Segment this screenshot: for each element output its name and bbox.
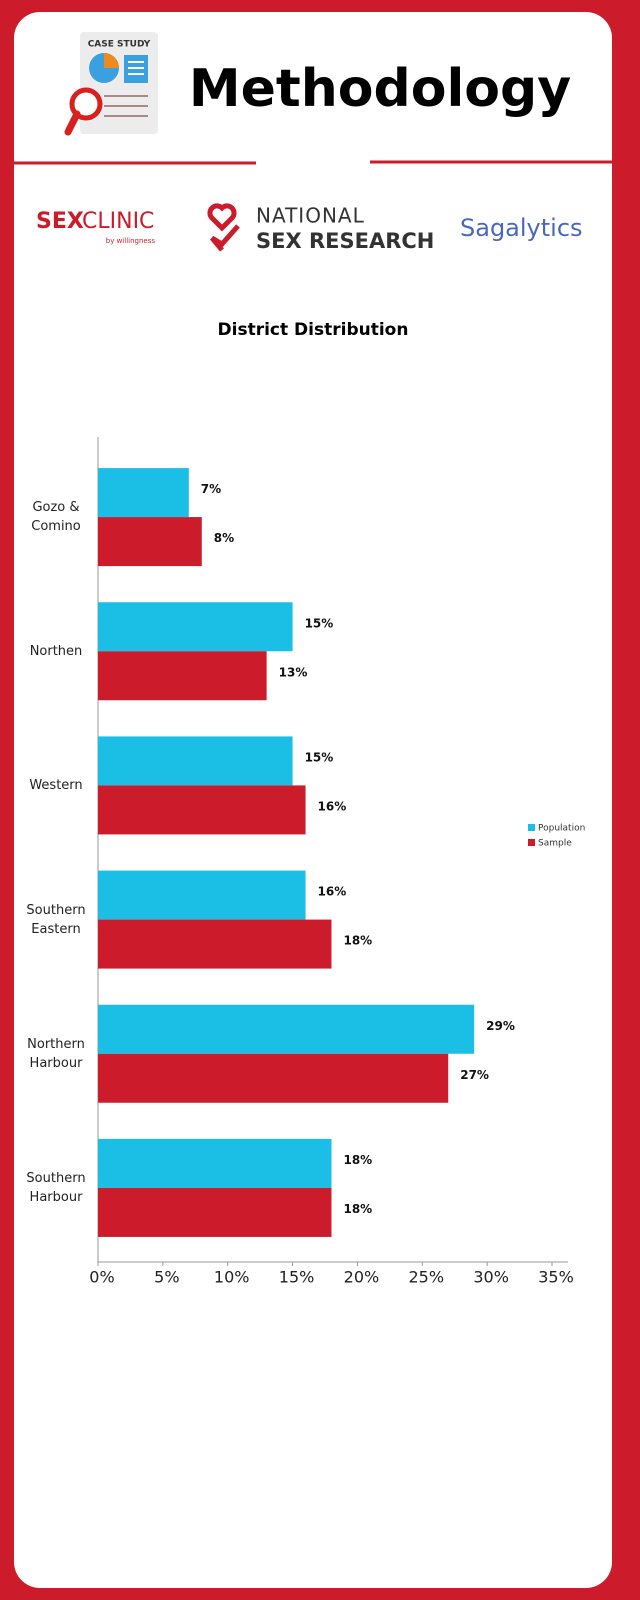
x-tick-label: 35% bbox=[538, 1268, 574, 1287]
data-label: 18% bbox=[343, 934, 372, 948]
y-tick-label: Southern Eastern bbox=[26, 902, 86, 937]
y-tick-label: Gozo & Comino bbox=[31, 500, 81, 535]
data-label: 29% bbox=[486, 1019, 515, 1033]
bar bbox=[98, 1138, 332, 1188]
legend-swatch bbox=[528, 824, 535, 831]
logo-text: SEX bbox=[36, 209, 84, 234]
x-tick-label: 20% bbox=[344, 1268, 380, 1287]
category-label: Northern Harbour bbox=[27, 1036, 85, 1071]
bar bbox=[98, 785, 306, 835]
category-label: Southern Harbour bbox=[26, 1170, 86, 1205]
icon-label: CASE STUDY bbox=[88, 40, 151, 50]
y-tick-label: Northen bbox=[29, 643, 83, 659]
data-label: 15% bbox=[305, 616, 334, 630]
data-label: 16% bbox=[318, 885, 347, 899]
data-label: 27% bbox=[460, 1068, 489, 1082]
x-tick-label: 5% bbox=[154, 1268, 179, 1287]
y-tick-label: Southern Harbour bbox=[26, 1170, 86, 1205]
data-label: 7% bbox=[201, 482, 221, 496]
bar bbox=[98, 468, 189, 518]
y-tick-label: Northern Harbour bbox=[27, 1036, 85, 1071]
data-label: 18% bbox=[343, 1153, 372, 1167]
x-tick-label: 0% bbox=[89, 1268, 114, 1287]
logo-text: CLINIC bbox=[82, 209, 154, 234]
data-label: 13% bbox=[279, 665, 308, 679]
bar bbox=[98, 1053, 449, 1103]
bar bbox=[98, 1004, 475, 1054]
x-tick-label: 15% bbox=[279, 1268, 315, 1287]
data-label: 18% bbox=[343, 1202, 372, 1216]
data-label: 15% bbox=[305, 750, 334, 764]
x-tick-label: 30% bbox=[473, 1268, 509, 1287]
y-tick-label: Western bbox=[29, 777, 83, 793]
x-tick-label: 25% bbox=[409, 1268, 445, 1287]
chart: 0% 5% 10% 15% 20% 25% 30% 35% Gozo & Comino 7% 8% N… bbox=[26, 437, 585, 1287]
category-label: Gozo & Comino bbox=[31, 500, 81, 535]
logo-sagalytics: Sagalytics bbox=[460, 214, 583, 242]
bar bbox=[98, 870, 306, 920]
chart-title: District Distribution bbox=[218, 320, 409, 340]
bar bbox=[98, 602, 293, 652]
bar bbox=[98, 919, 332, 969]
case-study-icon: CASE STUDY bbox=[64, 32, 158, 136]
legend-label: Population bbox=[538, 824, 585, 834]
page-title: Methodology bbox=[189, 59, 571, 119]
legend-swatch bbox=[528, 839, 535, 846]
bar bbox=[98, 651, 267, 701]
logo-text: NATIONAL bbox=[256, 204, 365, 228]
logo-sub: by willingness bbox=[106, 237, 156, 245]
category-label: Southern Eastern bbox=[26, 902, 86, 937]
data-label: 16% bbox=[318, 799, 347, 813]
data-label: 8% bbox=[214, 531, 234, 545]
bar bbox=[98, 1187, 332, 1237]
bar bbox=[98, 517, 202, 567]
category-label: Northen bbox=[29, 643, 83, 659]
category-label: Western bbox=[29, 777, 83, 793]
x-tick-label: 10% bbox=[214, 1268, 250, 1287]
logo-sexclinic: SEX CLINIC by willingness bbox=[36, 209, 155, 245]
bar bbox=[98, 736, 293, 786]
legend-label: Sample bbox=[538, 839, 572, 849]
logo-national: NATIONAL SEX RESEARCH bbox=[207, 203, 434, 253]
logo-text: SEX RESEARCH bbox=[256, 229, 434, 253]
